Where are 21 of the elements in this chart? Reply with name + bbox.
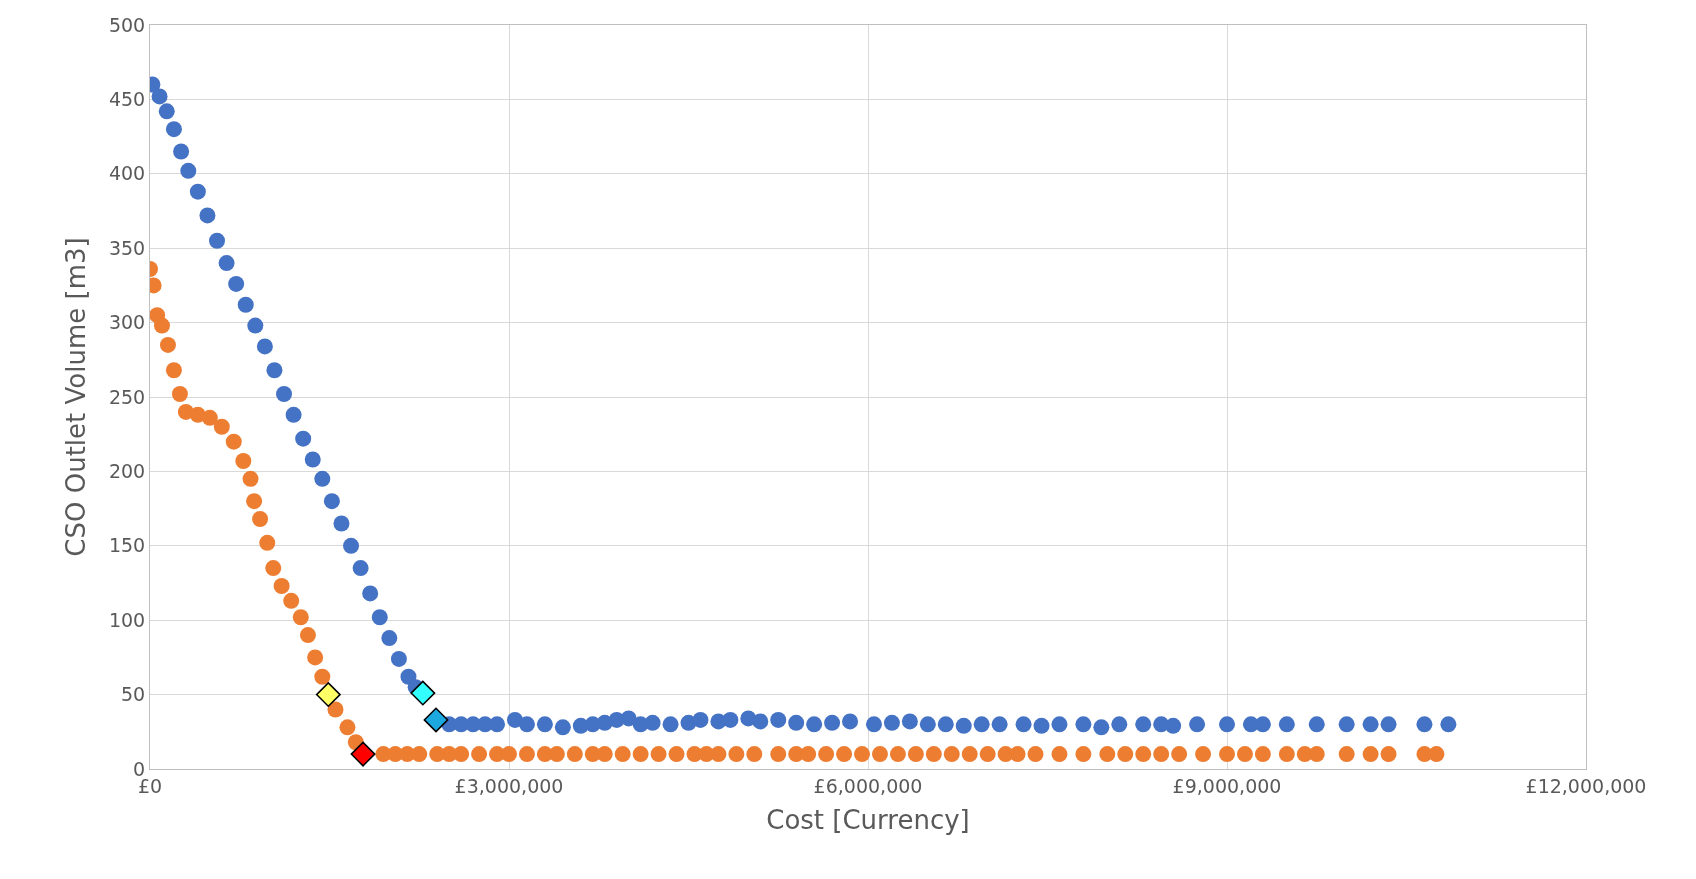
- y-tick-label: 50: [121, 683, 146, 706]
- x-tick-label: £12,000,000: [1525, 774, 1647, 797]
- y-tick-label: 450: [108, 88, 146, 111]
- y-tick-label: 350: [108, 236, 146, 259]
- x-axis-title: Cost [Currency]: [766, 805, 970, 836]
- point: [350, 741, 376, 767]
- y-tick-label: 150: [108, 534, 146, 557]
- y-tick-label: 500: [108, 13, 146, 36]
- x-tick-label: £3,000,000: [454, 774, 564, 797]
- point: [423, 707, 449, 733]
- x-tick-label: £9,000,000: [1172, 774, 1282, 797]
- y-tick-label: 200: [108, 460, 146, 483]
- y-tick-label: 100: [108, 608, 146, 631]
- point: [315, 682, 341, 708]
- y-axis-title: CSO Outlet Volume [m3]: [61, 237, 92, 557]
- y-tick-label: 300: [108, 311, 146, 334]
- point: [410, 680, 436, 706]
- x-tick-label: £6,000,000: [813, 774, 923, 797]
- y-tick-label: 0: [133, 757, 146, 780]
- y-tick-label: 250: [108, 385, 146, 408]
- y-tick-label: 400: [108, 162, 146, 185]
